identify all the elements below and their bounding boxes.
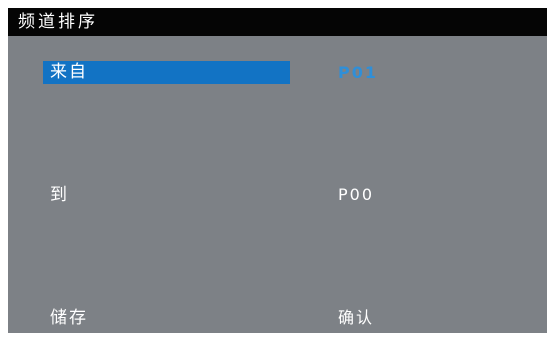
to-label[interactable]: 到 bbox=[50, 185, 69, 205]
menu-title: 频道排序 bbox=[18, 12, 98, 32]
title-bar: 频道排序 bbox=[8, 8, 547, 36]
store-label[interactable]: 储存 bbox=[50, 308, 88, 328]
from-label: 来自 bbox=[50, 62, 88, 82]
channel-sort-menu: 频道排序 来自 P01 到 P00 储存 确认 bbox=[8, 8, 547, 333]
from-channel-value[interactable]: P01 bbox=[338, 63, 378, 82]
from-row-selection[interactable]: 来自 bbox=[43, 61, 290, 84]
confirm-button[interactable]: 确认 bbox=[338, 308, 375, 327]
to-channel-value[interactable]: P00 bbox=[338, 185, 375, 204]
